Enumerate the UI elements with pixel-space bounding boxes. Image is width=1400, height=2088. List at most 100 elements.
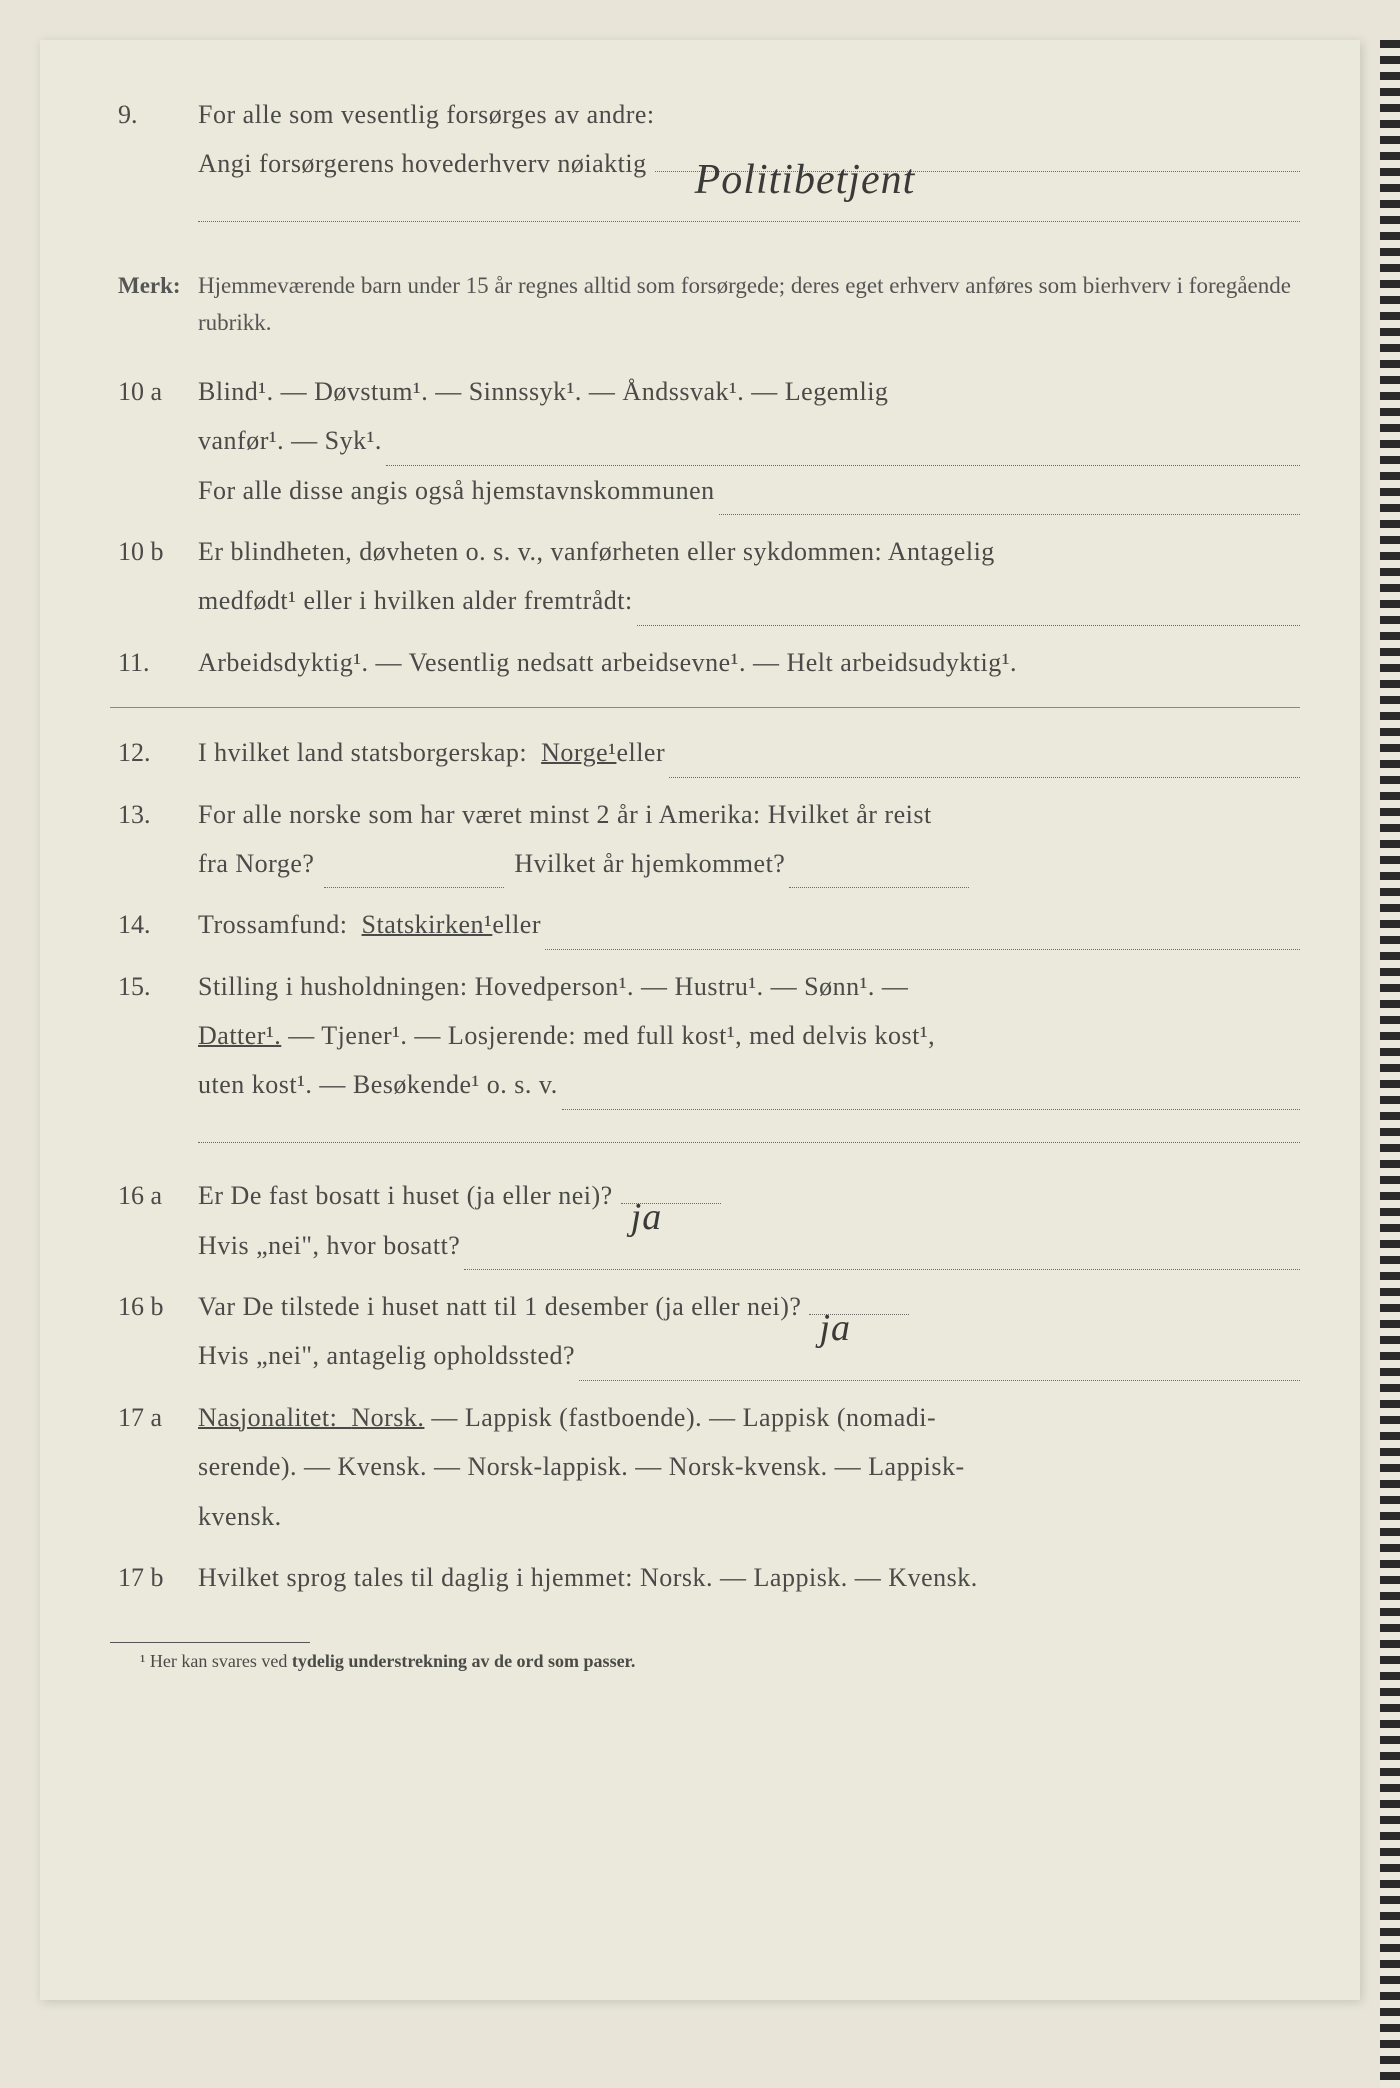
q10b-line1: Er blindheten, døvheten o. s. v., vanfør… — [198, 527, 1300, 576]
q14-number: 14. — [110, 900, 198, 949]
q13-number: 13. — [110, 790, 198, 889]
q15-line2rest: — Tjener¹. — Losjerende: med full kost¹,… — [288, 1021, 935, 1050]
q14-option: Statskirken¹ — [362, 900, 493, 949]
q17a-line2: serende). — Kvensk. — Norsk-lappisk. — N… — [198, 1442, 1300, 1491]
q16a-blank — [464, 1221, 1300, 1270]
question-14: 14. Trossamfund: Statskirken¹ eller — [110, 900, 1300, 949]
form-page: 9. For alle som vesentlig forsørges av a… — [40, 40, 1360, 2000]
q15-content: Stilling i husholdningen: Hovedperson¹. … — [198, 962, 1300, 1160]
q10b-line2-wrap: medfødt¹ eller i hvilken alder fremtrådt… — [198, 576, 1300, 625]
q15-datter: Datter¹. — [198, 1021, 281, 1050]
footnote: ¹ Her kan svares ved tydelig understrekn… — [110, 1642, 1300, 1672]
q16b-line1: Var De tilstede i huset natt til 1 desem… — [198, 1282, 801, 1331]
q13-blank2 — [789, 839, 969, 888]
footnote-rule — [110, 1642, 310, 1643]
q9-line1: For alle som vesentlig forsørges av andr… — [198, 90, 1300, 139]
q15-number: 15. — [110, 962, 198, 1160]
q15-blank2 — [198, 1118, 1300, 1143]
q10a-number: 10 a — [110, 367, 198, 515]
q17b-number: 17 b — [110, 1553, 198, 1602]
q12-suffix: eller — [616, 728, 665, 777]
q13-content: For alle norske som har været minst 2 år… — [198, 790, 1300, 889]
q16b-content: Var De tilstede i huset natt til 1 desem… — [198, 1282, 1300, 1381]
footnote-prefix: Her kan svares ved — [150, 1651, 292, 1671]
question-17a: 17 a Nasjonalitet: Norsk. — Lappisk (fas… — [110, 1393, 1300, 1541]
q13-line2a: fra Norge? — [198, 839, 314, 888]
q16a-ans-line[interactable]: ja — [621, 1203, 721, 1204]
q13-line2-wrap: fra Norge? Hvilket år hjemkommet? — [198, 839, 1300, 888]
question-15: 15. Stilling i husholdningen: Hovedperso… — [110, 962, 1300, 1160]
q16a-line2-wrap: Hvis „nei", hvor bosatt? — [198, 1221, 1300, 1270]
question-10b: 10 b Er blindheten, døvheten o. s. v., v… — [110, 527, 1300, 626]
q16b-handwritten: ja — [819, 1292, 851, 1364]
q16a-line1: Er De fast bosatt i huset (ja eller nei)… — [198, 1171, 613, 1220]
q17a-norsk: Norsk. — [351, 1403, 424, 1432]
q16a-line2: Hvis „nei", hvor bosatt? — [198, 1221, 460, 1270]
q9-handwritten: Politibetjent — [695, 141, 916, 221]
q13-line1: For alle norske som har været minst 2 år… — [198, 790, 1300, 839]
question-13: 13. For alle norske som har været minst … — [110, 790, 1300, 889]
q10a-blank2 — [719, 466, 1300, 515]
q16a-line1-wrap: Er De fast bosatt i huset (ja eller nei)… — [198, 1171, 1300, 1220]
question-11: 11. Arbeidsdyktig¹. — Vesentlig nedsatt … — [110, 638, 1300, 687]
q14-content: Trossamfund: Statskirken¹ eller — [198, 900, 1300, 949]
q10b-content: Er blindheten, døvheten o. s. v., vanfør… — [198, 527, 1300, 626]
q16b-line1-wrap: Var De tilstede i huset natt til 1 desem… — [198, 1282, 1300, 1331]
q15-line2-wrap: Datter¹. — Tjener¹. — Losjerende: med fu… — [198, 1011, 1300, 1060]
footnote-marker: ¹ — [140, 1651, 145, 1671]
q16b-ans-line[interactable]: ja — [809, 1314, 909, 1315]
q15-line3: uten kost¹. — Besøkende¹ o. s. v. — [198, 1060, 558, 1109]
q10b-blank — [637, 576, 1300, 625]
q10b-line2: medfødt¹ eller i hvilken alder fremtrådt… — [198, 576, 633, 625]
q10a-line3-wrap: For alle disse angis også hjemstavnskomm… — [198, 466, 1300, 515]
question-16a: 16 a Er De fast bosatt i huset (ja eller… — [110, 1171, 1300, 1270]
q15-line3-wrap: uten kost¹. — Besøkende¹ o. s. v. — [198, 1060, 1300, 1109]
q9-content: For alle som vesentlig forsørges av andr… — [198, 90, 1300, 238]
q17b-text: Hvilket sprog tales til daglig i hjemmet… — [198, 1553, 1300, 1602]
q12-option: Norge¹ — [541, 728, 616, 777]
q14-blank — [545, 900, 1300, 949]
q15-line1: Stilling i husholdningen: Hovedperson¹. … — [198, 962, 1300, 1011]
q12-blank — [669, 728, 1300, 777]
q11-number: 11. — [110, 638, 198, 687]
q10b-number: 10 b — [110, 527, 198, 626]
merk-text: Hjemmeværende barn under 15 år regnes al… — [198, 268, 1300, 342]
q10a-line2-wrap: vanfør¹. — Syk¹. — [198, 416, 1300, 465]
q10a-line3: For alle disse angis også hjemstavnskomm… — [198, 466, 715, 515]
page-perforation — [1380, 40, 1400, 2088]
q10a-line2: vanfør¹. — Syk¹. — [198, 416, 382, 465]
q14-prefix: Trossamfund: — [198, 900, 362, 949]
q10a-content: Blind¹. — Døvstum¹. — Sinnssyk¹. — Åndss… — [198, 367, 1300, 515]
merk-note: Merk: Hjemmeværende barn under 15 år reg… — [110, 268, 1300, 342]
q16b-blank — [579, 1331, 1300, 1380]
merk-label: Merk: — [110, 268, 198, 342]
q13-line2b: Hvilket år hjemkommet? — [514, 839, 785, 888]
q16b-line2: Hvis „nei", antagelig opholdssted? — [198, 1331, 575, 1380]
q16a-content: Er De fast bosatt i huset (ja eller nei)… — [198, 1171, 1300, 1270]
q17a-number: 17 a — [110, 1393, 198, 1541]
q11-text: Arbeidsdyktig¹. — Vesentlig nedsatt arbe… — [198, 638, 1300, 687]
q15-blank1 — [562, 1060, 1300, 1109]
question-9: 9. For alle som vesentlig forsørges av a… — [110, 90, 1300, 238]
question-12: 12. I hvilket land statsborgerskap: Norg… — [110, 728, 1300, 777]
footnote-bold: tydelig understrekning av de ord som pas… — [292, 1651, 636, 1671]
q9-line2-prefix: Angi forsørgerens hovederhverv nøiaktig — [198, 139, 647, 188]
q9-answer-line[interactable]: Politibetjent — [655, 171, 1300, 172]
question-10a: 10 a Blind¹. — Døvstum¹. — Sinnssyk¹. — … — [110, 367, 1300, 515]
q12-content: I hvilket land statsborgerskap: Norge¹ e… — [198, 728, 1300, 777]
q16a-number: 16 a — [110, 1171, 198, 1270]
q13-blank1 — [324, 839, 504, 888]
question-17b: 17 b Hvilket sprog tales til daglig i hj… — [110, 1553, 1300, 1602]
q14-suffix: eller — [492, 900, 541, 949]
q17a-content: Nasjonalitet: Norsk. — Lappisk (fastboen… — [198, 1393, 1300, 1541]
q16a-handwritten: ja — [631, 1181, 663, 1253]
question-16b: 16 b Var De tilstede i huset natt til 1 … — [110, 1282, 1300, 1381]
q17a-rest1: — Lappisk (fastboende). — Lappisk (nomad… — [424, 1403, 936, 1432]
q10a-blank1 — [386, 416, 1300, 465]
q9-line2: Angi forsørgerens hovederhverv nøiaktig … — [198, 139, 1300, 188]
q17a-prefix: Nasjonalitet: — [198, 1403, 351, 1432]
divider-1 — [110, 707, 1300, 708]
q16b-number: 16 b — [110, 1282, 198, 1381]
q12-prefix: I hvilket land statsborgerskap: — [198, 728, 541, 777]
q16b-line2-wrap: Hvis „nei", antagelig opholdssted? — [198, 1331, 1300, 1380]
